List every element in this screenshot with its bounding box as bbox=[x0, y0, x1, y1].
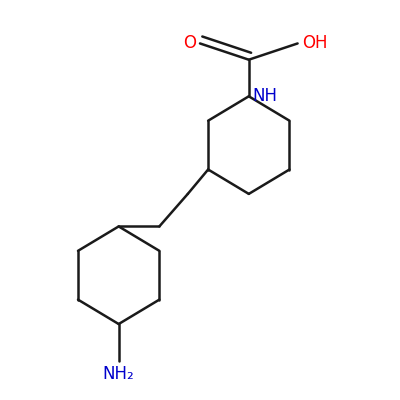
Text: NH: NH bbox=[253, 87, 278, 105]
Text: NH₂: NH₂ bbox=[103, 365, 134, 383]
Text: OH: OH bbox=[302, 34, 327, 52]
Text: O: O bbox=[183, 34, 196, 52]
